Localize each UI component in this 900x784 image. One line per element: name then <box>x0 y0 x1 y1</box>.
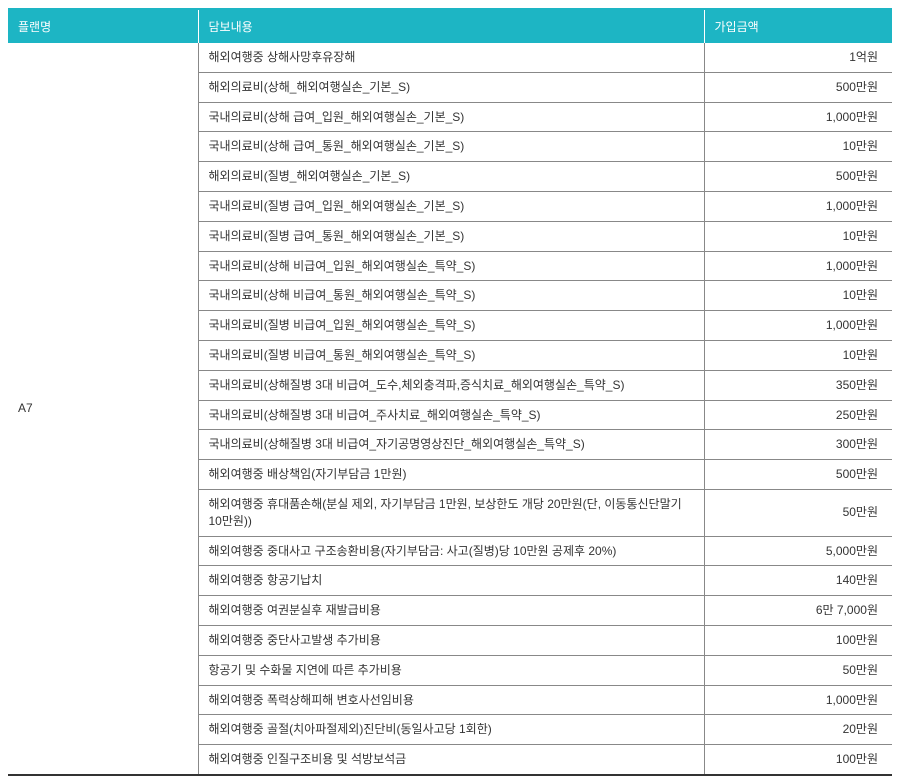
coverage-content: 해외여행중 휴대품손해(분실 제외, 자기부담금 1만원, 보상한도 개당 20… <box>198 489 704 536</box>
coverage-content: 해외여행중 여권분실후 재발급비용 <box>198 596 704 626</box>
coverage-content: 해외여행중 중대사고 구조송환비용(자기부담금: 사고(질병)당 10만원 공제… <box>198 536 704 566</box>
coverage-content: 해외여행중 상해사망후유장해 <box>198 43 704 72</box>
coverage-amount: 10만원 <box>704 221 892 251</box>
coverage-content: 국내의료비(상해 급여_입원_해외여행실손_기본_S) <box>198 102 704 132</box>
insurance-table: 플랜명 담보내용 가입금액 A7해외여행중 상해사망후유장해1억원해외의료비(상… <box>8 8 892 776</box>
coverage-amount: 1,000만원 <box>704 311 892 341</box>
coverage-content: 해외의료비(질병_해외여행실손_기본_S) <box>198 162 704 192</box>
coverage-amount: 1,000만원 <box>704 251 892 281</box>
coverage-amount: 50만원 <box>704 489 892 536</box>
coverage-content: 해외여행중 폭력상해피해 변호사선임비용 <box>198 685 704 715</box>
coverage-amount: 500만원 <box>704 162 892 192</box>
coverage-amount: 500만원 <box>704 72 892 102</box>
coverage-amount: 20만원 <box>704 715 892 745</box>
coverage-amount: 500만원 <box>704 460 892 490</box>
coverage-content: 국내의료비(질병 급여_통원_해외여행실손_기본_S) <box>198 221 704 251</box>
table-body: A7해외여행중 상해사망후유장해1억원해외의료비(상해_해외여행실손_기본_S)… <box>8 43 892 775</box>
coverage-amount: 5,000만원 <box>704 536 892 566</box>
coverage-content: 해외여행중 골절(치아파절제외)진단비(동일사고당 1회한) <box>198 715 704 745</box>
coverage-amount: 300만원 <box>704 430 892 460</box>
coverage-content: 국내의료비(상해 비급여_통원_해외여행실손_특약_S) <box>198 281 704 311</box>
coverage-content: 국내의료비(질병 비급여_통원_해외여행실손_특약_S) <box>198 340 704 370</box>
coverage-amount: 350만원 <box>704 370 892 400</box>
coverage-amount: 1,000만원 <box>704 102 892 132</box>
coverage-content: 국내의료비(질병 급여_입원_해외여행실손_기본_S) <box>198 191 704 221</box>
coverage-amount: 140만원 <box>704 566 892 596</box>
coverage-content: 해외여행중 인질구조비용 및 석방보석금 <box>198 745 704 775</box>
coverage-content: 해외의료비(상해_해외여행실손_기본_S) <box>198 72 704 102</box>
coverage-content: 해외여행중 항공기납치 <box>198 566 704 596</box>
table-header: 플랜명 담보내용 가입금액 <box>8 9 892 43</box>
plan-name-cell: A7 <box>8 43 198 775</box>
coverage-content: 국내의료비(상해 비급여_입원_해외여행실손_특약_S) <box>198 251 704 281</box>
coverage-amount: 50만원 <box>704 655 892 685</box>
coverage-content: 국내의료비(상해질병 3대 비급여_도수,체외충격파,증식치료_해외여행실손_특… <box>198 370 704 400</box>
coverage-amount: 1,000만원 <box>704 191 892 221</box>
coverage-content: 국내의료비(상해 급여_통원_해외여행실손_기본_S) <box>198 132 704 162</box>
coverage-amount: 1억원 <box>704 43 892 72</box>
coverage-amount: 100만원 <box>704 745 892 775</box>
coverage-content: 항공기 및 수화물 지연에 따른 추가비용 <box>198 655 704 685</box>
header-plan: 플랜명 <box>8 9 198 43</box>
coverage-amount: 10만원 <box>704 132 892 162</box>
coverage-content: 해외여행중 배상책임(자기부담금 1만원) <box>198 460 704 490</box>
coverage-content: 해외여행중 중단사고발생 추가비용 <box>198 625 704 655</box>
coverage-amount: 10만원 <box>704 340 892 370</box>
coverage-content: 국내의료비(상해질병 3대 비급여_주사치료_해외여행실손_특약_S) <box>198 400 704 430</box>
coverage-amount: 250만원 <box>704 400 892 430</box>
table-row: A7해외여행중 상해사망후유장해1억원 <box>8 43 892 72</box>
coverage-amount: 1,000만원 <box>704 685 892 715</box>
coverage-amount: 100만원 <box>704 625 892 655</box>
coverage-amount: 6만 7,000원 <box>704 596 892 626</box>
coverage-content: 국내의료비(상해질병 3대 비급여_자기공명영상진단_해외여행실손_특약_S) <box>198 430 704 460</box>
coverage-content: 국내의료비(질병 비급여_입원_해외여행실손_특약_S) <box>198 311 704 341</box>
header-content: 담보내용 <box>198 9 704 43</box>
header-amount: 가입금액 <box>704 9 892 43</box>
coverage-amount: 10만원 <box>704 281 892 311</box>
